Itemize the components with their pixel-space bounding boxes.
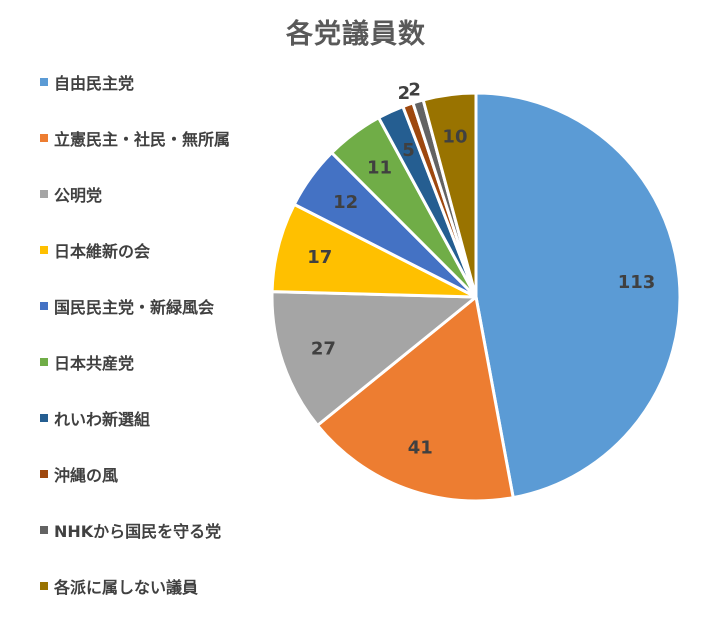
legend-item: 立憲民主・社民・無所属 [40,126,230,150]
legend-swatch [40,526,48,534]
legend-label: 日本共産党 [54,354,135,373]
slice-data-label: 2 [398,83,411,104]
legend-item: 国民民主党・新緑風会 [40,294,214,318]
legend-item: 公明党 [40,182,102,206]
legend-item: 自由民主党 [40,70,134,94]
legend-swatch [40,190,48,198]
legend-swatch [40,358,48,366]
pie-slice [421,91,478,299]
legend-label: 公明党 [54,186,103,205]
slice-data-label: 17 [307,247,332,268]
legend-label: 自由民主党 [54,74,135,93]
slice-data-label: 2 [408,79,421,100]
slice-data-label: 12 [333,192,358,213]
legend-swatch [40,78,48,86]
legend-label: 日本維新の会 [54,242,151,261]
pie-slice [474,91,682,500]
legend-swatch [40,302,48,310]
legend-label: 立憲民主・社民・無所属 [54,130,231,149]
pie-slice [270,290,478,427]
legend-label: 沖縄の風 [54,466,119,485]
pie-slice [315,295,515,503]
legend-item: NHKから国民を守る党 [40,518,221,542]
slice-labels: 113 41 27 17 12 11 5 22 10 [307,79,655,458]
legend-item: 日本共産党 [40,350,134,374]
legend-label: NHKから国民を守る党 [54,522,222,541]
legend-swatch [40,470,48,478]
slice-data-label: 113 [618,272,656,293]
slice-data-label: 41 [408,438,433,459]
legend-label: 国民民主党・新緑風会 [54,298,215,317]
legend-swatch [40,246,48,254]
slice-data-label: 11 [367,157,392,178]
legend-label: れいわ新選組 [54,410,151,429]
legend-item: れいわ新選組 [40,406,150,430]
legend-swatch [40,134,48,142]
slice-data-label: 27 [311,338,336,359]
slice-data-label: 5 [402,140,415,161]
legend-swatch [40,414,48,422]
legend-item: 各派に属しない議員 [40,574,198,598]
legend-item: 沖縄の風 [40,462,118,486]
slice-data-label: 10 [442,127,467,148]
legend-swatch [40,582,48,590]
chart-title: 各党議員数 [286,19,426,50]
legend-item: 日本維新の会 [40,238,150,262]
legend-label: 各派に属しない議員 [54,578,199,597]
